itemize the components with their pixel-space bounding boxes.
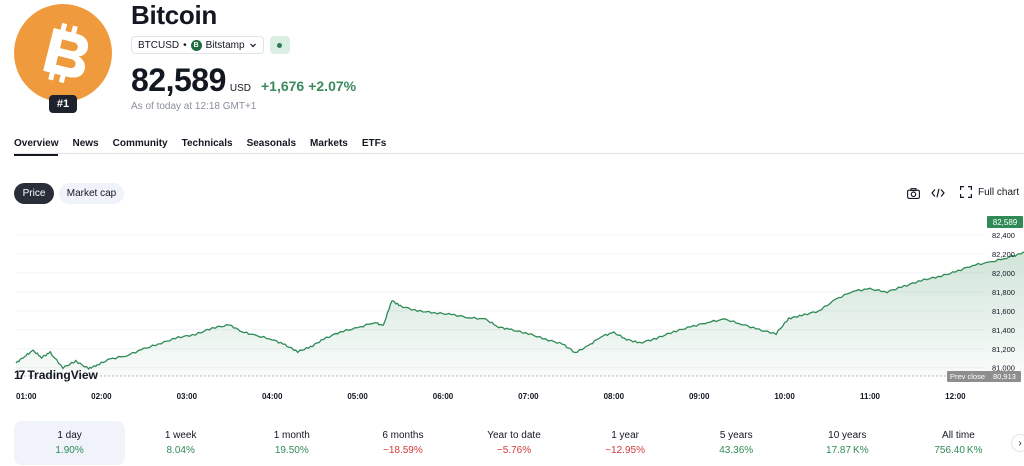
- tabs-divider: [14, 153, 1024, 154]
- period-change: −18.59%: [383, 445, 423, 456]
- exchange-label: Bitstamp: [205, 39, 245, 51]
- y-tick-label: 81,400: [992, 326, 1015, 335]
- period-label: All time: [942, 430, 975, 441]
- tab-etfs[interactable]: ETFs: [361, 138, 387, 149]
- period-label: Year to date: [487, 430, 541, 441]
- next-periods-arrow[interactable]: ›: [1011, 434, 1024, 452]
- period-label: 1 month: [273, 430, 310, 441]
- tradingview-name: TradingView: [27, 368, 98, 382]
- y-tick-label: 82,400: [992, 231, 1015, 240]
- period-10-years[interactable]: 10 years 17.87 K%: [792, 421, 903, 465]
- tab-overview[interactable]: Overview: [14, 138, 59, 156]
- x-tick-label: 02:00: [91, 392, 112, 401]
- camera-icon[interactable]: [906, 186, 920, 200]
- tradingview-mark-icon: 17: [14, 368, 25, 382]
- page-title: Bitcoin: [131, 0, 218, 30]
- bitcoin-logo: [14, 4, 112, 102]
- price-row: 82,589 USD +1,676 +2.07%: [131, 62, 356, 99]
- period-label: 6 months: [382, 430, 424, 441]
- market-status-badge[interactable]: [269, 36, 290, 54]
- prev-close-marker: Prev close 80,913: [947, 371, 1021, 382]
- y-tick-label: 81,200: [992, 345, 1015, 354]
- y-tick-label: 81,600: [992, 307, 1015, 316]
- chart-price-line: [15, 251, 1024, 371]
- last-price-label: 82,589: [993, 218, 1018, 227]
- tab-markets[interactable]: Markets: [310, 138, 348, 149]
- period-change: −5.76%: [496, 445, 532, 456]
- tab-community[interactable]: Community: [112, 138, 168, 149]
- price-toggle-button[interactable]: Price: [14, 183, 54, 204]
- tab-technicals[interactable]: Technicals: [181, 138, 233, 149]
- x-tick-label: 01:00: [16, 392, 37, 401]
- y-tick-label: 81,000: [992, 364, 1015, 373]
- chevron-down-icon: [249, 43, 256, 48]
- fullscreen-icon: [960, 186, 972, 198]
- period-label: 1 day: [57, 430, 82, 441]
- current-price: 82,589: [131, 62, 226, 98]
- x-tick-label: 04:00: [262, 392, 283, 401]
- prev-close-label: Prev close: [950, 372, 985, 381]
- x-tick-label: 03:00: [177, 392, 198, 401]
- tab-seasonals[interactable]: Seasonals: [246, 138, 297, 149]
- period-1-month[interactable]: 1 month 19.50%: [236, 421, 347, 465]
- period-label: 1 week: [164, 430, 197, 441]
- period-change: 19.50%: [274, 445, 309, 456]
- chart-area-fill: [16, 252, 1024, 376]
- as-of-timestamp: As of today at 12:18 GMT+1: [131, 101, 257, 112]
- period-all-time[interactable]: All time 756.40 K%: [903, 421, 1014, 465]
- x-tick-label: 06:00: [433, 392, 454, 401]
- period-label: 10 years: [828, 430, 867, 441]
- status-dot-icon: [277, 42, 283, 48]
- section-tabs: Overview News Community Technicals Seaso…: [14, 138, 386, 156]
- x-tick-label: 08:00: [604, 392, 625, 401]
- market-cap-toggle-button[interactable]: Market cap: [59, 183, 124, 204]
- x-tick-label: 12:00: [945, 392, 966, 401]
- y-tick-label: 81,800: [992, 288, 1015, 297]
- period-6-months[interactable]: 6 months −18.59%: [347, 421, 458, 465]
- full-chart-label: Full chart: [978, 186, 1020, 198]
- y-tick-label: 82,000: [992, 269, 1015, 278]
- x-tick-label: 05:00: [347, 392, 368, 401]
- period-5-years[interactable]: 5 years 43.36%: [681, 421, 792, 465]
- period-change: 1.90%: [55, 445, 84, 456]
- period-1-year[interactable]: 1 year −12.95%: [570, 421, 681, 465]
- full-chart-button[interactable]: Full chart: [960, 186, 1019, 198]
- exchange-icon: B: [190, 39, 202, 51]
- price-chart[interactable]: 81,000 81,200 81,400 81,600 81,800 82,000 82,2…: [0, 210, 1024, 410]
- last-price-marker: 82,589: [987, 216, 1023, 228]
- period-1-week[interactable]: 1 week 8.04%: [125, 421, 236, 465]
- x-tick-label: 09:00: [689, 392, 710, 401]
- rank-badge: #1: [49, 95, 77, 113]
- symbol-label: BTCUSD: [138, 39, 180, 51]
- period-1-day[interactable]: 1 day 1.90%: [14, 421, 126, 465]
- period-change: 756.40 K%: [934, 445, 983, 456]
- period-change: 8.04%: [166, 445, 195, 456]
- symbol-exchange-selector[interactable]: BTCUSD • B Bitstamp: [131, 36, 264, 54]
- x-tick-label: 11:00: [860, 392, 881, 401]
- period-label: 5 years: [719, 430, 753, 441]
- price-change-absolute: +1,676: [261, 78, 305, 94]
- period-year-to-date[interactable]: Year to date −5.76%: [458, 421, 569, 465]
- symbol-row: BTCUSD • B Bitstamp: [131, 36, 290, 54]
- y-tick-label: 82,200: [992, 250, 1015, 259]
- tab-news[interactable]: News: [72, 138, 99, 149]
- currency-label: USD: [229, 83, 251, 94]
- separator: •: [183, 39, 187, 51]
- price-change-percent: +2.07%: [308, 78, 357, 94]
- period-change: 17.87 K%: [826, 445, 869, 456]
- x-tick-label: 10:00: [774, 392, 795, 401]
- embed-code-icon[interactable]: [931, 186, 945, 200]
- bitcoin-symbol-icon: [43, 22, 89, 84]
- period-selector: 1 day 1.90% 1 week 8.04% 1 month 19.50% …: [14, 421, 1014, 465]
- period-label: 1 year: [611, 430, 639, 441]
- period-change: 43.36%: [719, 445, 754, 456]
- x-tick-label: 07:00: [518, 392, 539, 401]
- period-change: −12.95%: [605, 445, 645, 456]
- tradingview-logo[interactable]: 17 TradingView: [14, 368, 98, 382]
- prev-close-value: 80,913: [993, 372, 1016, 381]
